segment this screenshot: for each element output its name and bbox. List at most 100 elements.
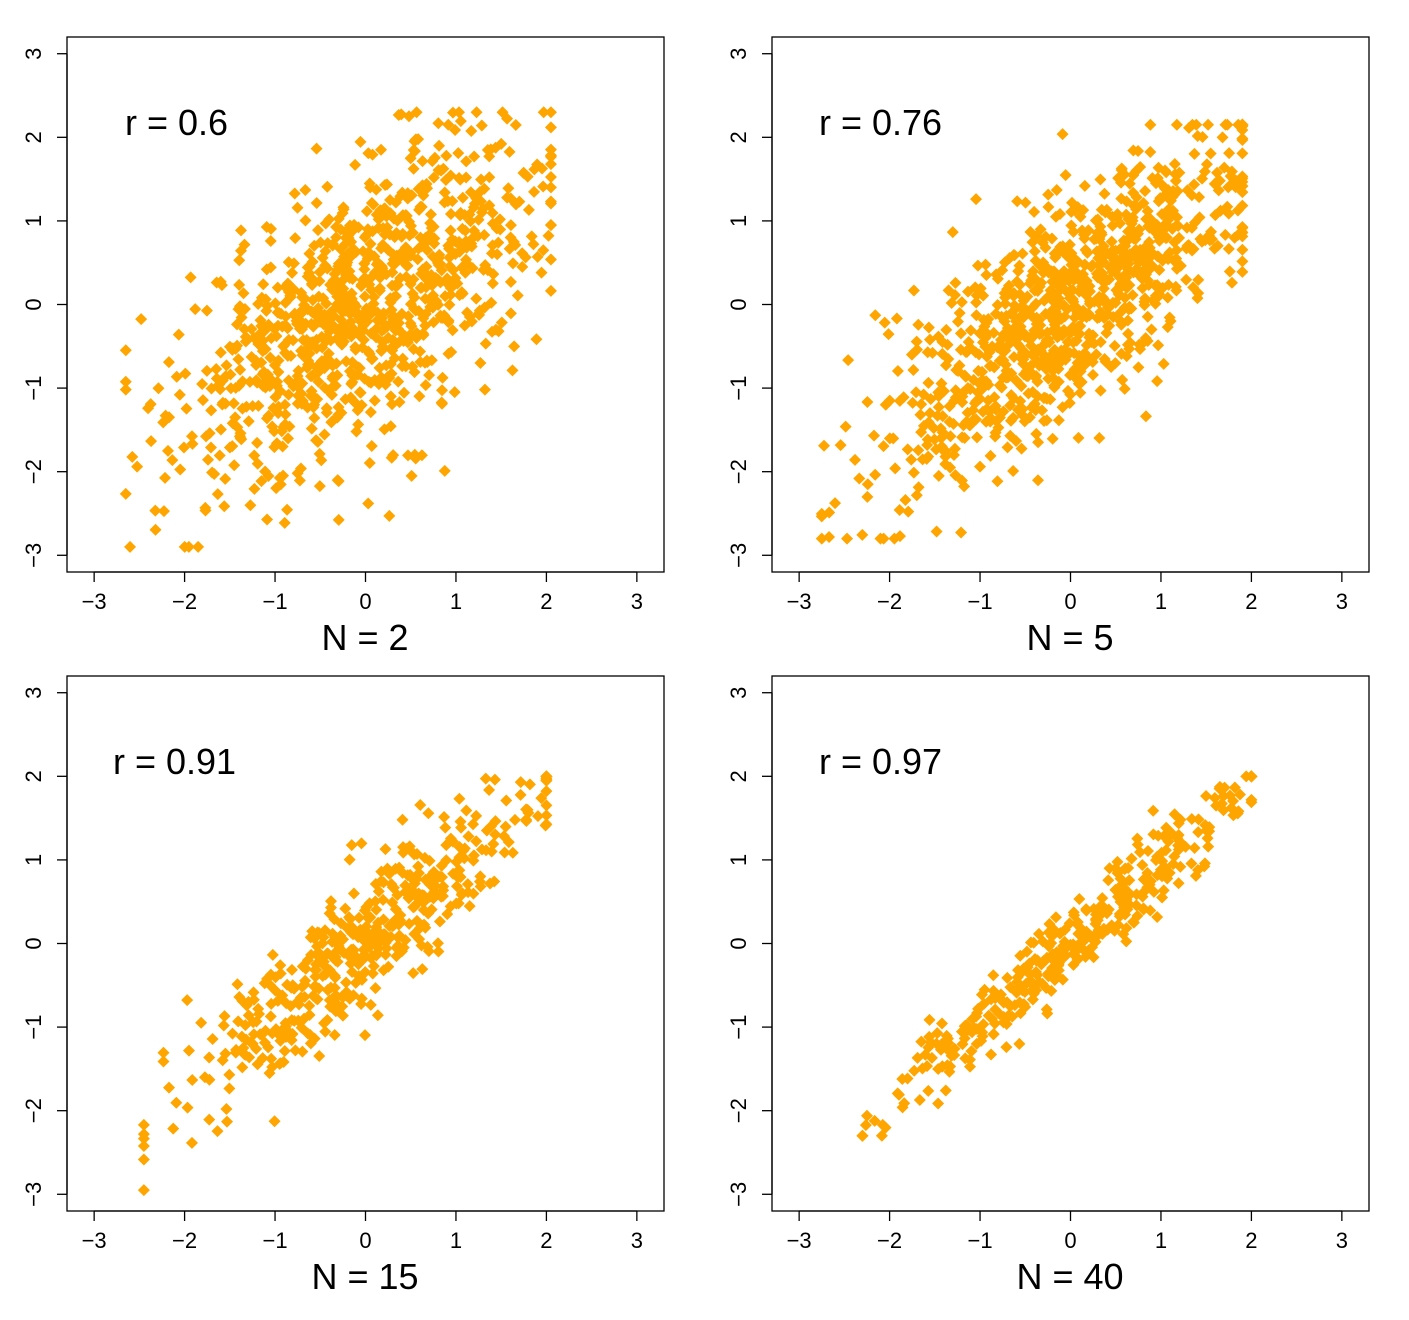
data-point: [971, 1007, 984, 1020]
data-point: [926, 346, 939, 359]
data-point: [966, 1012, 979, 1025]
data-point: [1221, 200, 1234, 213]
data-point: [1198, 860, 1211, 873]
data-point: [1033, 359, 1046, 372]
data-point: [348, 953, 361, 966]
data-point: [264, 1010, 277, 1023]
data-point: [243, 375, 256, 388]
data-point: [1145, 261, 1158, 274]
data-point: [334, 242, 347, 255]
data-point: [531, 250, 544, 263]
data-point: [264, 235, 277, 248]
y-tick-label: 0: [726, 937, 751, 949]
data-point: [237, 1041, 250, 1054]
data-point: [1156, 179, 1169, 192]
data-point: [269, 391, 282, 404]
data-point: [258, 977, 271, 990]
data-point: [867, 429, 880, 442]
data-point: [260, 412, 273, 425]
data-point: [1188, 147, 1201, 160]
data-point: [540, 785, 553, 798]
data-point: [337, 933, 350, 946]
data-point: [354, 324, 367, 337]
x-axis: −3 −2 −1 0 1 2 3: [787, 571, 1348, 614]
data-point: [536, 162, 549, 175]
data-point: [480, 844, 493, 857]
data-point: [1093, 311, 1106, 324]
data-point: [315, 454, 328, 467]
data-point: [1010, 374, 1023, 387]
data-point: [1091, 271, 1104, 284]
data-point: [461, 878, 474, 891]
data-point: [454, 115, 467, 128]
data-point: [1074, 386, 1087, 399]
data-point: [1219, 228, 1232, 241]
data-point: [291, 467, 304, 480]
data-point: [980, 403, 993, 416]
data-point: [462, 830, 475, 843]
data-point: [1102, 874, 1115, 887]
data-point: [941, 1032, 954, 1045]
data-point: [1086, 329, 1099, 342]
data-point: [1104, 249, 1117, 262]
data-point: [274, 959, 287, 972]
data-point: [1188, 842, 1201, 855]
data-point: [206, 1033, 219, 1046]
data-point: [231, 978, 244, 991]
data-point: [273, 1057, 286, 1070]
data-point: [268, 425, 281, 438]
x-axis-label: N = 40: [1016, 1256, 1123, 1297]
y-tick-label: 0: [21, 937, 46, 949]
data-point: [1045, 984, 1058, 997]
data-point: [1109, 357, 1122, 370]
data-point: [1138, 295, 1151, 308]
data-point: [1052, 964, 1065, 977]
data-point: [1047, 303, 1060, 316]
data-point: [159, 471, 172, 484]
data-point: [135, 313, 148, 326]
data-point: [386, 344, 399, 357]
data-point: [1008, 249, 1021, 262]
x-tick-label: 3: [631, 1228, 643, 1253]
data-point: [869, 309, 882, 322]
x-tick-label: −2: [877, 1228, 902, 1253]
data-point: [301, 261, 314, 274]
data-point: [874, 532, 887, 545]
data-point: [236, 402, 249, 415]
data-point: [915, 398, 928, 411]
data-point: [955, 296, 968, 309]
y-tick-label: −1: [726, 376, 751, 401]
data-point: [989, 403, 1002, 416]
data-point: [914, 408, 927, 421]
data-point: [467, 224, 480, 237]
data-point: [1123, 177, 1136, 190]
data-point: [976, 405, 989, 418]
data-point: [397, 334, 410, 347]
data-point: [414, 281, 427, 294]
data-point: [345, 943, 358, 956]
data-point: [1127, 915, 1140, 928]
x-tick-label: 2: [1245, 589, 1257, 614]
data-point: [437, 162, 450, 175]
data-point: [1009, 315, 1022, 328]
data-point: [483, 783, 496, 796]
data-point: [398, 386, 411, 399]
data-point: [424, 300, 437, 313]
data-point: [999, 297, 1012, 310]
data-point: [230, 1043, 243, 1056]
data-point: [506, 846, 519, 859]
data-point: [989, 426, 1002, 439]
data-point: [432, 945, 445, 958]
data-point: [1155, 208, 1168, 221]
data-point: [970, 395, 983, 408]
data-point: [839, 420, 852, 433]
data-point: [1046, 432, 1059, 445]
y-tick-label: 3: [21, 687, 46, 699]
data-point: [542, 229, 555, 242]
data-point: [975, 383, 988, 396]
data-point: [1067, 938, 1080, 951]
data-point: [1023, 968, 1036, 981]
data-point: [124, 540, 137, 553]
data-point: [1188, 216, 1201, 229]
data-point: [306, 336, 319, 349]
